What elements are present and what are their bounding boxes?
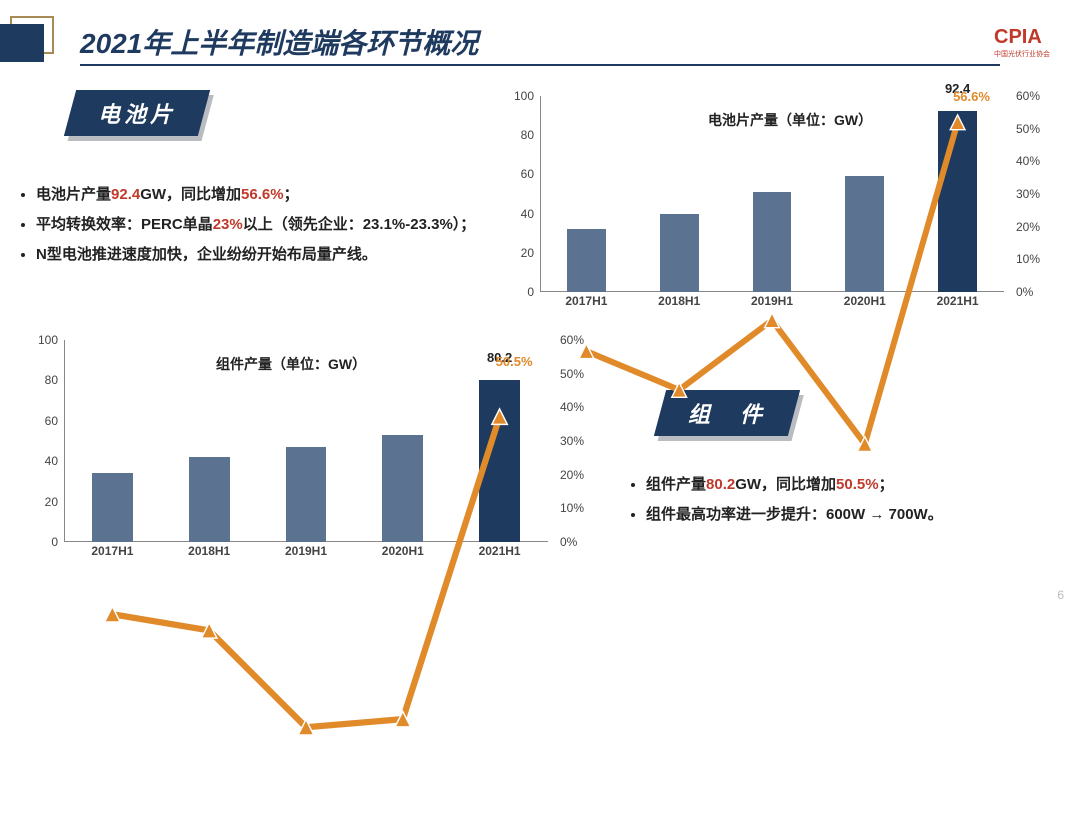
badge-text: 电池片 <box>98 97 176 129</box>
value-label: 50.5% <box>496 354 533 369</box>
page-number: 6 <box>1057 588 1064 602</box>
title-accent <box>0 24 44 62</box>
y-axis-left: 020406080100 <box>14 340 64 542</box>
section-badge: 电池片 <box>70 90 204 136</box>
bullets-cell: 电池片产量92.4GW，同比增加56.6%；平均转换效率：PERC单晶23%以上… <box>20 180 475 270</box>
line-series <box>64 340 548 824</box>
y-axis-right: 0%10%20%30%40%50%60% <box>554 340 604 542</box>
line-series <box>540 96 1004 560</box>
bullet-item: 电池片产量92.4GW，同比增加56.6%； <box>36 180 475 210</box>
title-underline <box>80 64 1000 66</box>
value-label: 56.6% <box>953 89 990 104</box>
logo-text: CPIA <box>994 26 1042 48</box>
y-axis-left: 020406080100 <box>490 96 540 292</box>
bullet-item: 平均转换效率：PERC单晶23%以上（领先企业：23.1%-23.3%）； <box>36 210 475 240</box>
y-axis-right: 0%10%20%30%40%50%60% <box>1010 96 1060 292</box>
page-title: 2021年上半年制造端各环节概况 <box>80 22 478 62</box>
bullet-item: N型电池推进速度加快，企业纷纷开始布局量产线。 <box>36 240 475 270</box>
chart-module: 组件产量（单位：GW）0204060801000%10%20%30%40%50%… <box>14 340 604 570</box>
logo-subtext: 中国光伏行业协会 <box>994 49 1050 59</box>
logo: CPIA 中国光伏行业协会 <box>994 26 1050 59</box>
plot-area: 0204060801000%10%20%30%40%50%60%2017H120… <box>64 340 548 542</box>
chart-cell: 电池片产量（单位：GW）0204060801000%10%20%30%40%50… <box>490 96 1060 320</box>
title-bar: 2021年上半年制造端各环节概况 CPIA 中国光伏行业协会 <box>0 20 1080 68</box>
plot-area: 0204060801000%10%20%30%40%50%60%2017H120… <box>540 96 1004 292</box>
